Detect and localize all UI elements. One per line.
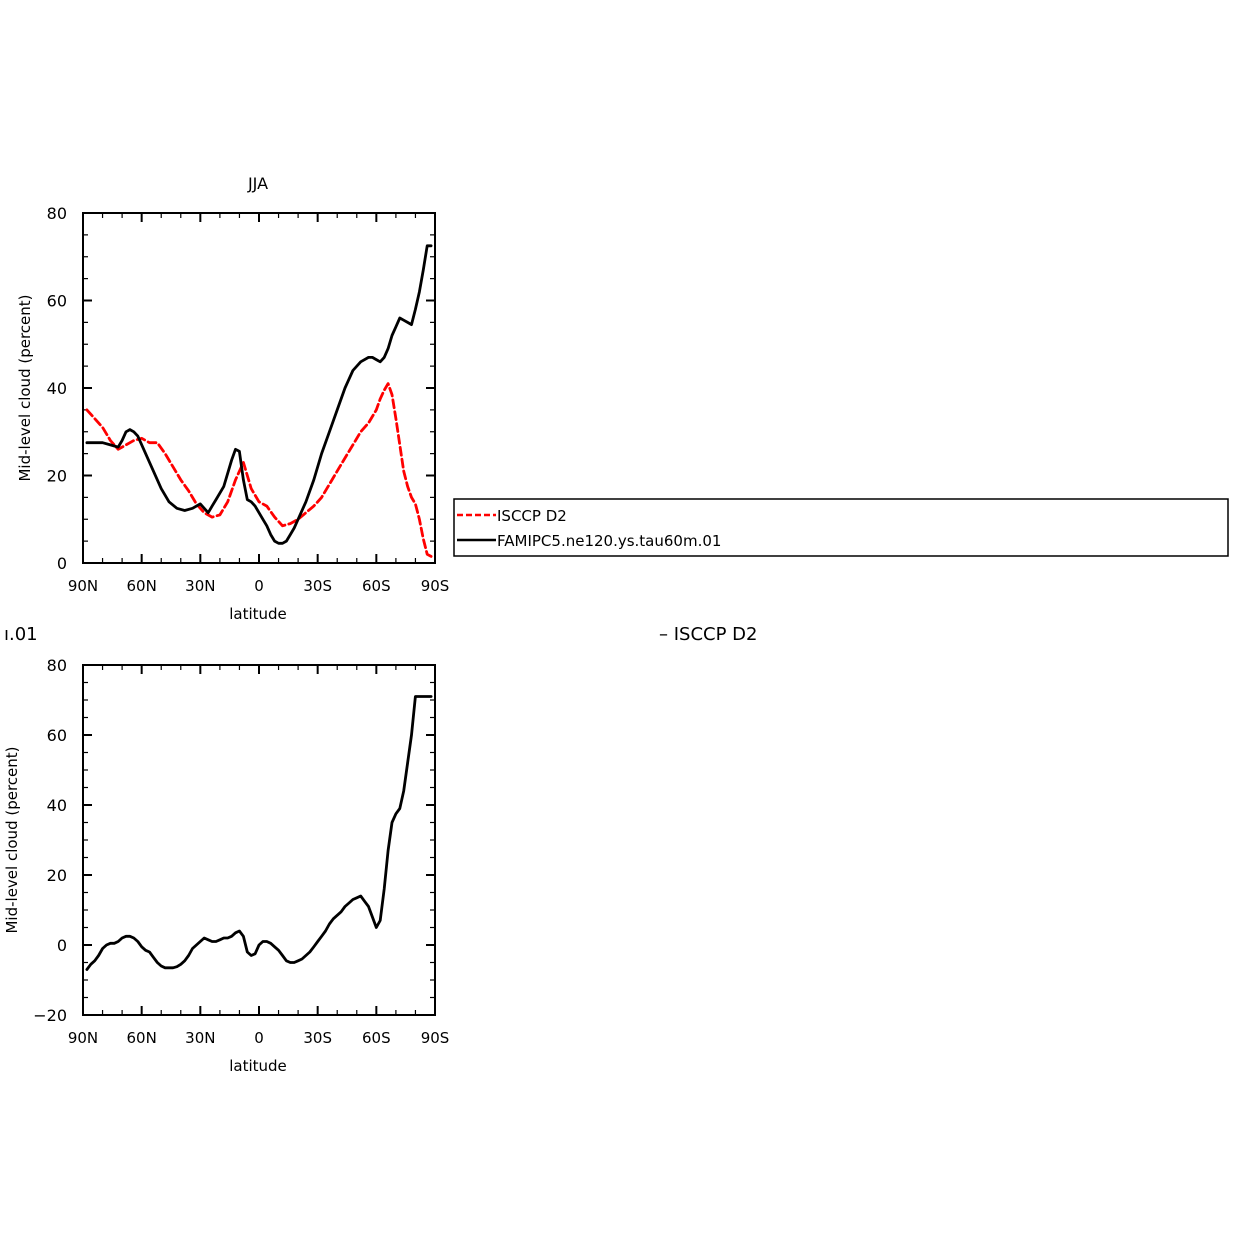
bottom-line-chart: 90N 60N 30N 0 30S 60S 90S −20 0 20 40 60 80 latitude… bbox=[3, 656, 449, 1075]
chart-legend: ISCCP D2 FAMIPC5.ne120.ys.tau60m.01 bbox=[453, 498, 1229, 557]
top-x-tick-label: 60N bbox=[127, 577, 157, 595]
bottom-series-line-1 bbox=[85, 695, 433, 971]
bottom-chart-frame bbox=[82, 664, 436, 1016]
bottom-chart-y-axis-label: Mid-level cloud (percent) bbox=[3, 746, 21, 933]
bottom-x-tick-label: 0 bbox=[254, 1029, 264, 1047]
bottom-x-tick-label: 30N bbox=[185, 1029, 215, 1047]
top-chart-title: JJA bbox=[247, 174, 268, 193]
legend-box bbox=[453, 498, 1229, 557]
top-x-tick-label: 0 bbox=[254, 577, 264, 595]
top-x-tick-label: 30N bbox=[185, 577, 215, 595]
bottom-y-tick-label: 20 bbox=[47, 866, 67, 885]
top-y-tick-label: 80 bbox=[47, 204, 67, 223]
top-x-tick-label: 30S bbox=[303, 577, 332, 595]
bottom-y-tick-label: 40 bbox=[47, 796, 67, 815]
top-y-tick-label: 40 bbox=[47, 379, 67, 398]
top-y-tick-label: 60 bbox=[47, 292, 67, 311]
top-y-tick-label: 0 bbox=[57, 554, 67, 573]
top-x-tick-label: 90N bbox=[68, 577, 98, 595]
top-y-tick-label: 20 bbox=[47, 467, 67, 486]
top-chart-series bbox=[85, 244, 433, 558]
difference-title-right-fragment: – ISCCP D2 bbox=[659, 624, 757, 645]
top-series-line-1 bbox=[85, 382, 433, 558]
bottom-chart-series bbox=[85, 695, 433, 971]
top-x-tick-label: 90S bbox=[421, 577, 450, 595]
bottom-y-tick-label: −20 bbox=[33, 1006, 67, 1025]
difference-title-left-fragment: ı.01 bbox=[4, 624, 38, 645]
top-chart-y-axis-label: Mid-level cloud (percent) bbox=[16, 294, 34, 481]
bottom-x-tick-label: 60N bbox=[127, 1029, 157, 1047]
bottom-y-tick-label: 0 bbox=[57, 936, 67, 955]
bottom-y-tick-label: 80 bbox=[47, 656, 67, 675]
legend-label-isccp: ISCCP D2 bbox=[497, 507, 567, 525]
bottom-x-tick-label: 90N bbox=[68, 1029, 98, 1047]
top-chart-x-axis-label: latitude bbox=[229, 605, 287, 623]
bottom-x-tick-label: 90S bbox=[421, 1029, 450, 1047]
bottom-x-tick-label: 60S bbox=[362, 1029, 391, 1047]
bottom-x-tick-label: 30S bbox=[303, 1029, 332, 1047]
bottom-y-tick-label: 60 bbox=[47, 726, 67, 745]
top-x-tick-label: 60S bbox=[362, 577, 391, 595]
legend-label-model: FAMIPC5.ne120.ys.tau60m.01 bbox=[497, 532, 721, 550]
top-chart-frame bbox=[82, 212, 436, 564]
bottom-chart-x-axis-label: latitude bbox=[229, 1057, 287, 1075]
top-line-chart: JJA 90N 60N 30N 0 30S 60S 90S 0 20 40 60 80 latitud… bbox=[16, 174, 449, 623]
top-series-line-2 bbox=[85, 244, 433, 545]
